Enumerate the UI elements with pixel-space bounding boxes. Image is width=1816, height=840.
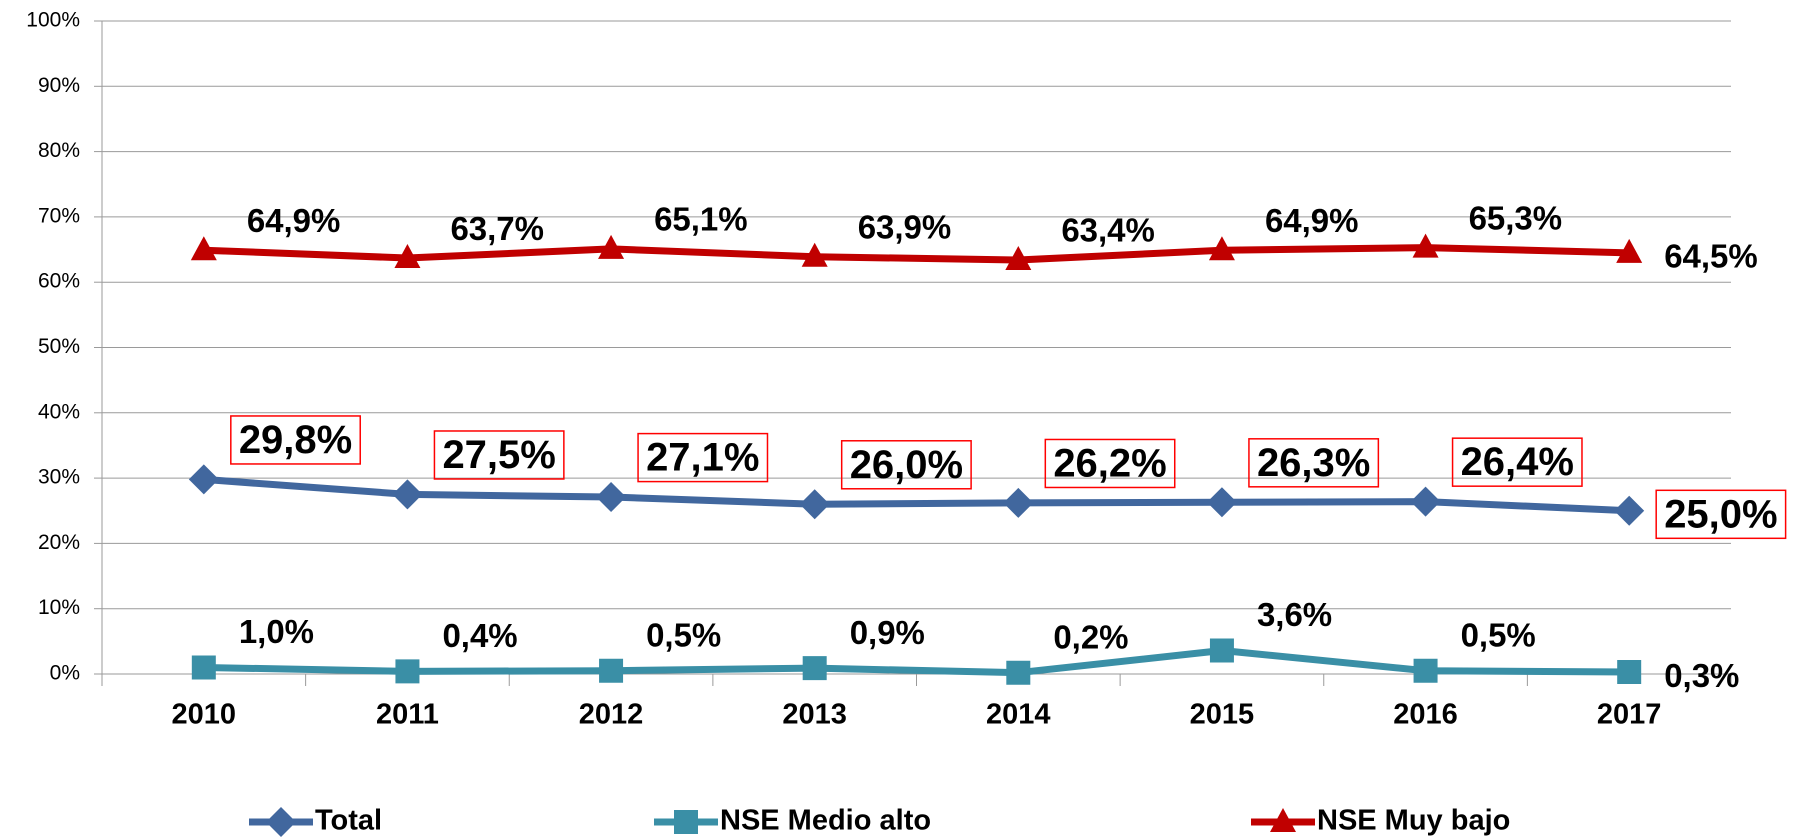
label-box — [1248, 438, 1380, 488]
legend-item: Total — [249, 805, 382, 837]
series-line — [203, 646, 1630, 677]
marker — [266, 807, 296, 837]
y-tick-label: 80% — [38, 139, 80, 162]
y-tick-label: 60% — [38, 270, 80, 293]
marker — [674, 810, 698, 834]
x-tick-label: 2013 — [782, 699, 847, 731]
marker — [1616, 238, 1643, 263]
marker — [802, 656, 827, 681]
series-line — [203, 475, 1630, 515]
data-label: 26,0% — [850, 443, 963, 487]
label-box — [230, 415, 361, 465]
data-label: 0,4% — [442, 617, 517, 654]
marker — [1413, 658, 1438, 683]
marker — [1005, 245, 1032, 270]
label-box — [840, 440, 972, 490]
data-label: 64,9% — [247, 202, 341, 239]
data-label: 27,5% — [442, 433, 555, 477]
series-line — [203, 244, 1630, 264]
marker — [1410, 486, 1441, 517]
y-tick-label: 50% — [38, 335, 80, 358]
marker — [801, 242, 828, 267]
marker — [1208, 236, 1235, 261]
data-label: 63,4% — [1061, 212, 1155, 249]
legend-label: NSE Medio alto — [720, 805, 931, 837]
y-tick-label: 0% — [50, 662, 80, 685]
data-label: 27,1% — [646, 436, 759, 480]
x-tick-label: 2010 — [172, 699, 237, 731]
data-label: 3,6% — [1257, 596, 1332, 633]
marker — [1614, 495, 1645, 526]
data-label: 26,3% — [1257, 441, 1370, 485]
y-tick-label: 40% — [38, 400, 80, 423]
legend-label: Total — [315, 805, 382, 837]
x-tick-label: 2016 — [1393, 699, 1458, 731]
data-label: 25,0% — [1664, 492, 1777, 536]
marker — [188, 464, 219, 495]
y-tick-label: 10% — [38, 596, 80, 619]
x-tick-label: 2015 — [1190, 699, 1255, 731]
data-label: 64,9% — [1265, 202, 1359, 239]
marker — [395, 659, 420, 684]
marker — [596, 482, 627, 513]
data-label: 65,3% — [1469, 199, 1563, 236]
marker — [598, 234, 625, 259]
marker — [191, 655, 216, 680]
marker — [1003, 487, 1034, 518]
data-label: 0,5% — [646, 616, 721, 653]
marker — [1617, 660, 1642, 685]
marker — [1209, 638, 1234, 663]
marker — [394, 244, 421, 269]
marker — [190, 236, 217, 261]
data-label: 63,7% — [450, 210, 544, 247]
data-label: 63,9% — [858, 208, 952, 245]
marker — [1270, 808, 1296, 832]
data-label: 64,5% — [1664, 238, 1758, 275]
y-tick-label: 30% — [38, 466, 80, 489]
y-tick-label: 90% — [38, 74, 80, 97]
marker — [599, 658, 624, 683]
data-label: 0,9% — [850, 614, 925, 651]
marker — [1206, 487, 1237, 518]
legend-label: NSE Muy bajo — [1317, 805, 1510, 837]
y-tick-label: 20% — [38, 531, 80, 554]
label-box — [1044, 438, 1176, 489]
data-label: 1,0% — [239, 613, 314, 650]
data-label: 26,2% — [1053, 441, 1166, 485]
marker — [1006, 660, 1031, 685]
data-label: 65,1% — [654, 201, 748, 238]
marker — [799, 489, 830, 520]
x-tick-label: 2012 — [579, 699, 644, 731]
label-box — [637, 432, 769, 483]
label-box — [1451, 437, 1583, 487]
x-tick-label: 2014 — [986, 699, 1051, 731]
marker — [1412, 233, 1439, 258]
data-label: 0,2% — [1053, 618, 1128, 655]
data-label: 0,5% — [1461, 616, 1536, 653]
label-box — [1655, 489, 1787, 540]
label-box — [433, 430, 565, 480]
x-tick-label: 2011 — [376, 699, 439, 731]
data-label: 0,3% — [1664, 657, 1739, 694]
legend-item: NSE Muy bajo — [1251, 805, 1510, 837]
x-tick-label: 2017 — [1597, 699, 1662, 731]
y-tick-label: 70% — [38, 204, 80, 227]
data-label: 29,8% — [239, 418, 352, 462]
legend-item: NSE Medio alto — [654, 805, 931, 837]
y-tick-label: 100% — [26, 9, 80, 32]
data-label: 26,4% — [1461, 440, 1574, 484]
marker — [392, 479, 423, 510]
